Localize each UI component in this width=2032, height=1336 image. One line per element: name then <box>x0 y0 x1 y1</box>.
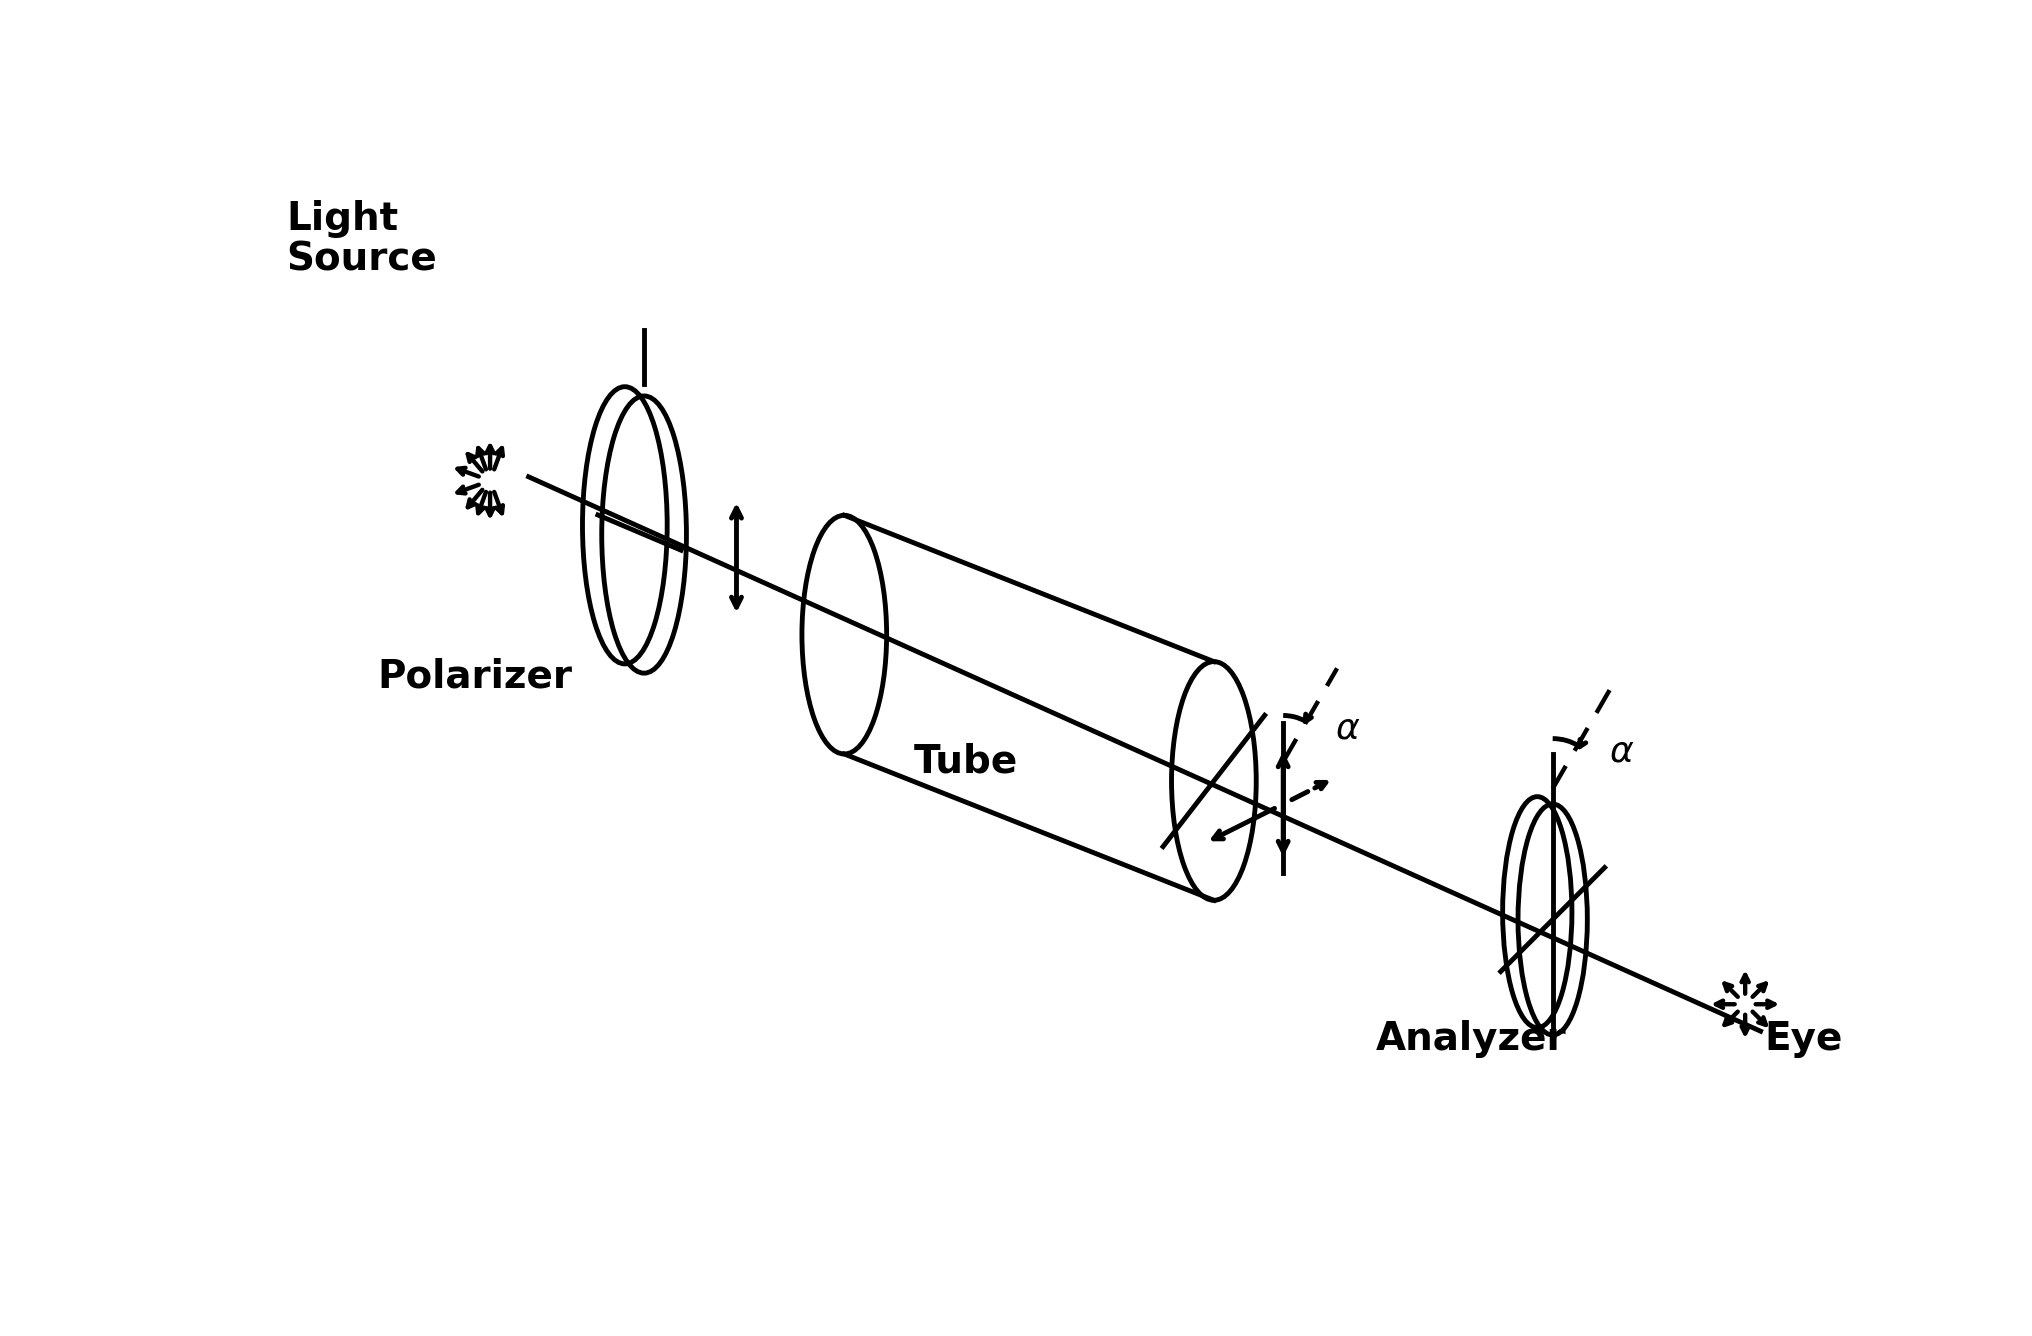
Text: Analyzer: Analyzer <box>1376 1019 1567 1058</box>
Text: Tube: Tube <box>914 743 1018 780</box>
Text: Light
Source: Light Source <box>287 199 437 279</box>
Text: Polarizer: Polarizer <box>378 657 573 696</box>
Text: α: α <box>1335 712 1359 745</box>
Text: α: α <box>1611 735 1634 768</box>
Text: Eye: Eye <box>1764 1019 1843 1058</box>
